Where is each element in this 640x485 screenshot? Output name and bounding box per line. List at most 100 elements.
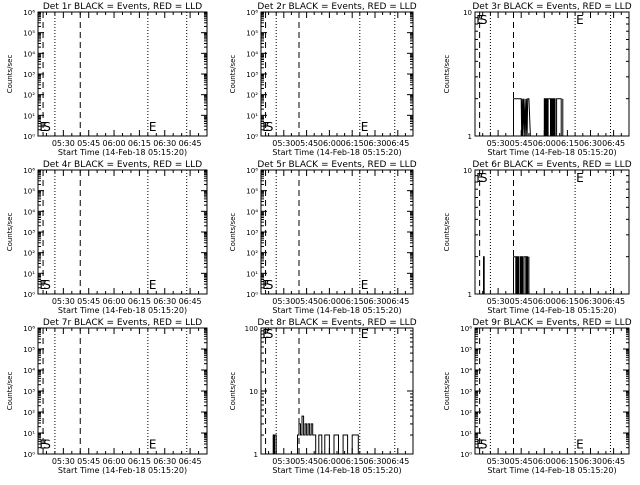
event-marker-label: E [39, 438, 47, 452]
x-tick-label: 05:30 [272, 297, 295, 306]
detector-panel: Det 9r BLACK = Events, RED = LLD Counts/s… [443, 318, 632, 475]
plot-frame [37, 327, 208, 455]
y-tick-label: 10⁴ [246, 208, 258, 216]
y-tick-label: 10¹ [23, 112, 35, 120]
x-tick-label: 06:30 [363, 457, 386, 466]
event-marker-label: E [576, 13, 584, 27]
y-axis-label: Counts/sec [229, 213, 237, 252]
y-tick-label: 10⁶ [246, 167, 258, 175]
plot-frame [260, 11, 414, 137]
y-tick-label: 10 [463, 9, 472, 17]
x-axis-label: Start Time (14-Feb-18 05:15:20) [58, 306, 187, 315]
detector-panel: Det 5r BLACK = Events, RED = LLD Counts/s… [229, 160, 417, 315]
panel-title: Det 1r BLACK = Events, RED = LLD [43, 2, 202, 12]
event-marker-label: E [361, 327, 369, 341]
x-axis-label: Start Time (14-Feb-18 05:15:20) [58, 148, 187, 157]
y-axis-label: Counts/sec [443, 213, 451, 252]
x-axis-label: Start Time (14-Feb-18 05:15:20) [487, 148, 616, 157]
y-tick-label: 10² [246, 92, 258, 100]
y-tick-label: 10⁵ [23, 30, 35, 38]
y-tick-label: 10⁴ [460, 367, 472, 375]
x-axis-label: Start Time (14-Feb-18 05:15:20) [58, 466, 187, 475]
y-axis-label: Counts/sec [229, 55, 237, 94]
x-tick-label: 06:30 [363, 139, 386, 148]
x-tick-label: 06:30 [579, 297, 602, 306]
y-tick-label: 10⁴ [23, 50, 35, 58]
y-tick-label: 10⁵ [246, 30, 258, 38]
x-tick-label: 06:45 [602, 139, 625, 148]
x-axis-label: Start Time (14-Feb-18 05:15:20) [272, 148, 401, 157]
y-tick-label: 10³ [23, 388, 35, 396]
panel-title: Det 9r BLACK = Events, RED = LLD [472, 318, 631, 328]
y-tick-label: 10⁶ [246, 9, 258, 17]
y-tick-label: 1 [468, 133, 472, 141]
y-tick-label: 1 [254, 451, 258, 459]
y-tick-label: 10³ [23, 71, 35, 79]
x-tick-label: 05:30 [52, 297, 75, 306]
detector-panel: Det 7r BLACK = Events, RED = LLD Counts/s… [6, 318, 208, 475]
event-marker-label: S [480, 13, 488, 27]
x-tick-label: 06:45 [386, 139, 409, 148]
event-marker-label: E [476, 438, 484, 452]
detector-panel: Det 4r BLACK = Events, RED = LLD Counts/s… [6, 160, 208, 315]
x-tick-label: 06:00 [103, 139, 126, 148]
y-tick-label: 10 [249, 388, 258, 396]
y-tick-label: 10² [460, 409, 472, 417]
y-tick-label: 10² [246, 250, 258, 258]
y-tick-label: 1 [468, 291, 472, 299]
y-tick-label: 100 [245, 325, 258, 333]
y-tick-label: 10⁵ [460, 346, 472, 354]
y-tick-label: 10⁶ [460, 325, 472, 333]
y-tick-label: 10² [23, 409, 35, 417]
y-tick-label: 10⁴ [246, 50, 258, 58]
y-tick-label: 10¹ [23, 270, 35, 278]
x-tick-label: 05:30 [487, 139, 510, 148]
event-marker-label: S [43, 278, 51, 292]
x-tick-label: 05:45 [77, 139, 100, 148]
detector-panel: Det 1r BLACK = Events, RED = LLD Counts/s… [6, 2, 208, 157]
y-tick-label: 10³ [246, 229, 258, 237]
x-tick-label: 05:30 [52, 457, 75, 466]
event-marker-label: E [149, 120, 157, 134]
y-tick-label: 10⁴ [23, 367, 35, 375]
x-tick-label: 06:00 [318, 297, 341, 306]
panel-title: Det 6r BLACK = Events, RED = LLD [472, 160, 631, 170]
panel-title: Det 3r BLACK = Events, RED = LLD [472, 2, 631, 12]
x-tick-label: 05:30 [272, 139, 295, 148]
x-tick-label: 06:30 [579, 457, 602, 466]
x-tick-label: 05:30 [52, 139, 75, 148]
y-tick-label: 10³ [460, 388, 472, 396]
y-tick-label: 10¹ [23, 430, 35, 438]
panel-title: Det 4r BLACK = Events, RED = LLD [43, 160, 202, 170]
y-tick-label: 10⁰ [460, 451, 472, 459]
x-tick-label: 06:45 [602, 457, 625, 466]
event-marker-label: E [576, 438, 584, 452]
x-tick-label: 06:45 [179, 457, 202, 466]
y-tick-label: 10³ [23, 229, 35, 237]
event-marker-label: S [266, 278, 274, 292]
y-tick-label: 10⁰ [23, 451, 35, 459]
x-tick-label: 06:00 [318, 139, 341, 148]
events-series-line [483, 256, 530, 295]
x-tick-label: 05:45 [295, 139, 318, 148]
x-tick-label: 06:45 [386, 457, 409, 466]
panel-title: Det 2r BLACK = Events, RED = LLD [257, 2, 416, 12]
x-tick-label: 05:45 [77, 457, 100, 466]
x-tick-label: 06:45 [386, 297, 409, 306]
detector-panel: Det 8r BLACK = Events, RED = LLD Counts/s… [229, 318, 417, 475]
x-tick-label: 06:15 [341, 297, 364, 306]
plot-frame [474, 169, 630, 295]
event-marker-label: S [43, 438, 51, 452]
x-axis-label: Start Time (14-Feb-18 05:15:20) [272, 306, 401, 315]
x-tick-label: 06:15 [341, 139, 364, 148]
x-tick-label: 05:45 [295, 457, 318, 466]
x-axis-label: Start Time (14-Feb-18 05:15:20) [487, 306, 616, 315]
x-tick-label: 06:30 [579, 139, 602, 148]
panel-title: Det 7r BLACK = Events, RED = LLD [43, 318, 202, 328]
x-tick-label: 06:15 [556, 139, 579, 148]
plot-frame [474, 327, 630, 455]
event-marker-label: S [43, 120, 51, 134]
y-tick-label: 10⁰ [23, 133, 35, 141]
x-tick-label: 06:30 [153, 139, 176, 148]
y-axis-label: Counts/sec [6, 55, 14, 94]
